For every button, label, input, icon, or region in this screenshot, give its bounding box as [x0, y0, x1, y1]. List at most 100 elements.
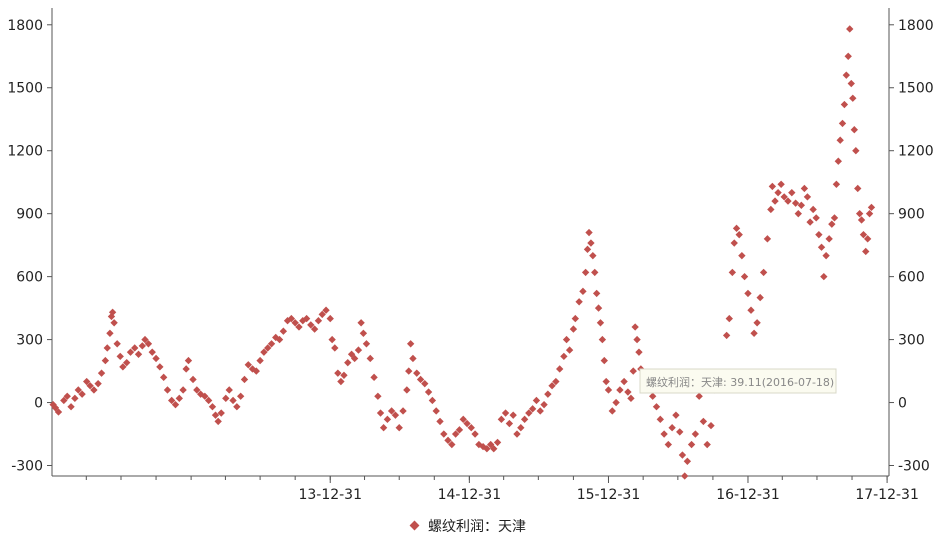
data-point — [279, 327, 288, 335]
data-point — [168, 396, 176, 405]
data-point — [517, 424, 525, 432]
data-point — [732, 224, 741, 233]
data-point — [579, 287, 587, 295]
data-point — [803, 193, 812, 201]
data-point — [233, 403, 241, 411]
data-point — [528, 405, 537, 413]
data-point — [163, 386, 172, 394]
data-point — [182, 365, 190, 373]
data-point — [119, 363, 127, 371]
data-point — [229, 396, 237, 405]
data-point — [865, 209, 874, 218]
data-point — [71, 394, 79, 403]
data-point — [683, 457, 692, 465]
data-point — [208, 403, 217, 411]
data-point — [532, 396, 541, 405]
data-point — [738, 251, 746, 260]
x-tick-label: 17-12-31 — [855, 487, 919, 503]
data-point — [855, 209, 864, 218]
data-point — [260, 348, 268, 356]
y-tick-label-right: 1500 — [898, 81, 934, 97]
data-point — [86, 382, 94, 390]
data-point — [629, 367, 637, 375]
data-point — [432, 407, 440, 415]
data-point — [357, 319, 365, 327]
data-point — [771, 197, 779, 205]
data-point — [652, 403, 661, 411]
data-point — [784, 197, 792, 205]
data-point — [598, 335, 607, 344]
data-point — [788, 189, 796, 197]
tooltip-box — [639, 368, 837, 394]
y-tick-label-left: 300 — [16, 333, 43, 349]
data-point — [735, 230, 743, 239]
data-point — [763, 235, 772, 243]
data-point — [536, 407, 544, 415]
data-point — [94, 379, 102, 388]
data-point — [633, 335, 641, 344]
data-point — [376, 409, 385, 417]
data-point — [620, 377, 628, 386]
data-point — [244, 361, 252, 369]
data-point — [275, 335, 284, 344]
data-point — [409, 354, 417, 363]
data-point — [267, 340, 276, 348]
data-point — [832, 180, 841, 188]
y-tick-label-right: 600 — [898, 270, 925, 286]
data-point — [362, 340, 371, 348]
data-point — [428, 396, 437, 405]
data-point — [83, 377, 91, 386]
data-point — [222, 394, 230, 403]
data-point — [193, 386, 201, 394]
data-point — [60, 396, 68, 405]
legend[interactable]: 螺纹利润：天津 — [0, 516, 937, 536]
data-point — [214, 417, 222, 426]
data-point — [252, 367, 260, 375]
data-point — [767, 205, 775, 214]
data-point — [822, 251, 830, 260]
data-point — [225, 386, 233, 394]
data-points — [49, 25, 876, 480]
data-point — [295, 323, 303, 331]
data-point — [600, 356, 608, 365]
tooltip-text: 螺纹利润：天津: 39.11(2016-07-18) — [646, 375, 834, 389]
data-point — [703, 440, 711, 449]
y-tick-label-right: 900 — [898, 207, 925, 223]
data-point — [676, 428, 684, 436]
x-tick-label: 13-12-31 — [298, 487, 362, 503]
data-point — [834, 157, 842, 165]
data-point — [211, 411, 220, 419]
data-point — [604, 386, 613, 394]
data-point — [800, 184, 809, 193]
data-point — [505, 419, 514, 428]
data-point — [370, 373, 378, 382]
data-point — [592, 289, 601, 298]
data-point — [391, 411, 400, 419]
data-point — [501, 409, 510, 417]
data-point — [838, 119, 847, 128]
data-point — [189, 375, 197, 384]
x-tick-label: 14-12-31 — [438, 487, 502, 503]
data-point — [74, 386, 82, 394]
data-point — [148, 348, 156, 356]
data-point — [591, 268, 599, 277]
data-point — [497, 415, 506, 424]
data-point — [759, 268, 768, 277]
data-point — [399, 407, 407, 415]
data-point — [540, 400, 548, 409]
data-point — [806, 218, 814, 226]
data-point — [340, 371, 348, 379]
data-point — [863, 235, 872, 243]
data-point — [847, 79, 855, 88]
data-point — [354, 346, 363, 354]
y-tick-label-right: 0 — [898, 396, 907, 412]
data-point — [631, 323, 639, 331]
data-point — [820, 272, 828, 281]
data-point — [383, 415, 392, 424]
data-point — [403, 386, 411, 394]
data-point — [699, 417, 708, 426]
data-point — [448, 440, 456, 449]
data-point — [483, 445, 491, 453]
data-point — [134, 350, 143, 358]
data-point — [240, 375, 249, 384]
